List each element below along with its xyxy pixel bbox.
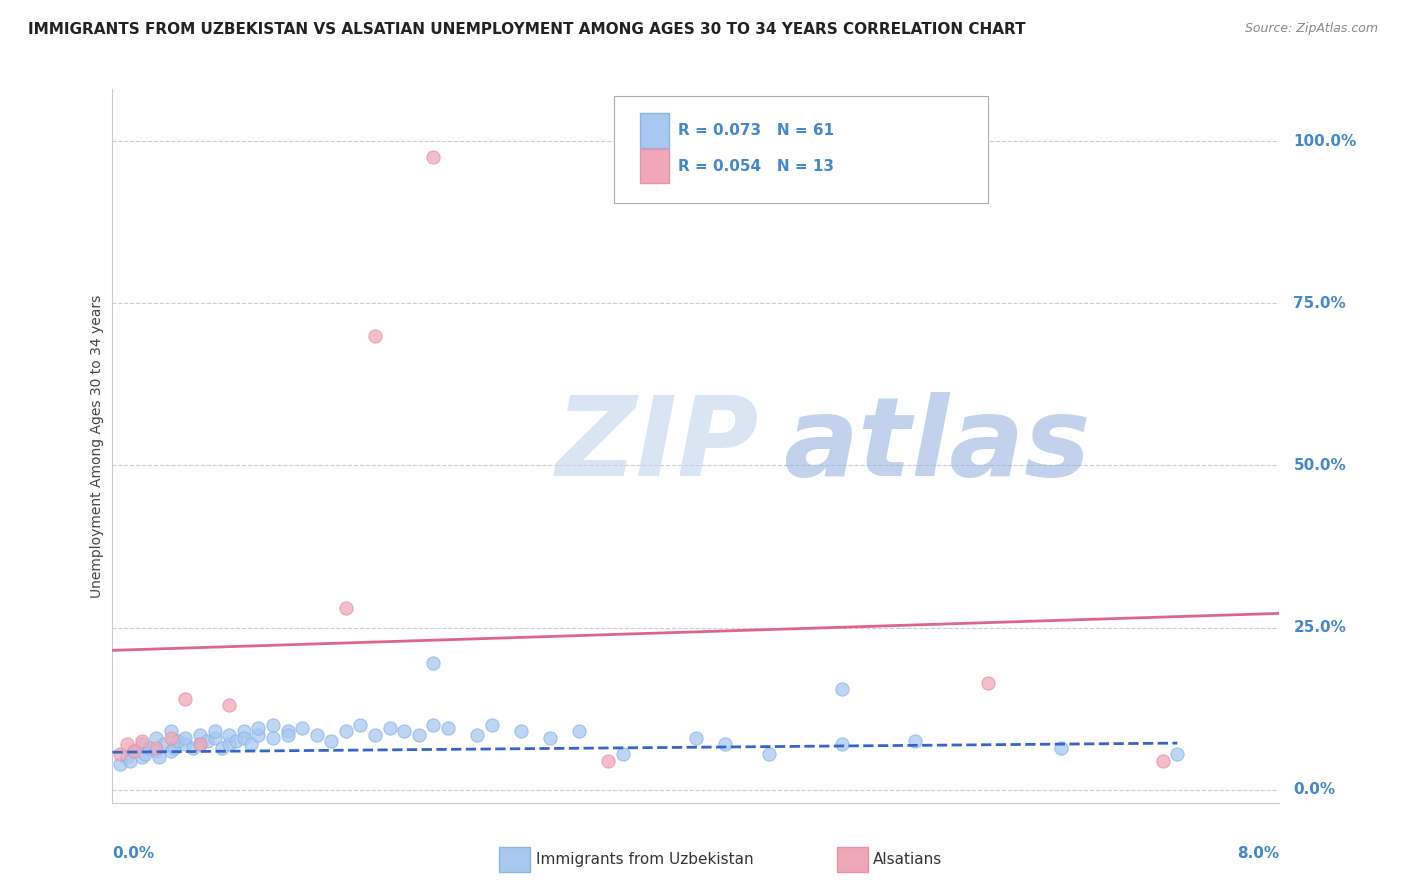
Point (131, 734, 153, 748)
Point (174, 738, 197, 752)
Point (976, 675, 998, 690)
Point (305, 728, 328, 742)
Point (145, 731, 167, 745)
Text: Source: ZipAtlas.com: Source: ZipAtlas.com (1244, 22, 1378, 36)
Text: ZIP: ZIP (555, 392, 759, 500)
Point (364, 728, 387, 742)
Point (145, 744, 167, 758)
Point (160, 731, 183, 745)
Point (181, 740, 204, 755)
Point (108, 747, 131, 761)
Text: R = 0.054   N = 13: R = 0.054 N = 13 (679, 159, 835, 174)
Point (138, 740, 160, 755)
Text: 100.0%: 100.0% (1294, 134, 1357, 149)
Point (204, 724, 226, 739)
Point (612, 747, 634, 761)
Text: Alsatians: Alsatians (873, 853, 942, 867)
Point (262, 731, 284, 745)
Point (481, 718, 503, 732)
Point (160, 724, 183, 739)
Point (1049, 740, 1071, 755)
Point (124, 744, 146, 758)
Point (758, 747, 780, 761)
Point (335, 601, 357, 615)
Point (598, 754, 620, 768)
Point (335, 724, 357, 739)
Point (247, 721, 270, 735)
Point (174, 731, 197, 745)
Point (247, 728, 270, 742)
Point (276, 724, 298, 739)
Point (422, 718, 444, 732)
Bar (640, 149, 669, 184)
Text: 50.0%: 50.0% (1294, 458, 1346, 473)
Point (422, 657, 444, 671)
Point (321, 734, 343, 748)
Point (204, 731, 226, 745)
Text: 75.0%: 75.0% (1294, 296, 1346, 310)
Text: 8.0%: 8.0% (1237, 846, 1279, 861)
Point (118, 754, 141, 768)
Point (188, 738, 211, 752)
Text: Immigrants from Uzbekistan: Immigrants from Uzbekistan (536, 853, 754, 867)
Point (714, 738, 737, 752)
Point (160, 744, 183, 758)
Point (174, 692, 197, 706)
Point (568, 724, 591, 739)
Point (218, 698, 240, 713)
Point (685, 731, 707, 745)
Point (188, 738, 211, 752)
Point (218, 738, 240, 752)
Text: 0.0%: 0.0% (1294, 782, 1336, 797)
Point (262, 718, 284, 732)
Point (465, 728, 488, 742)
Point (509, 724, 531, 739)
Point (349, 718, 371, 732)
Point (108, 756, 131, 771)
Y-axis label: Unemployment Among Ages 30 to 34 years: Unemployment Among Ages 30 to 34 years (90, 294, 104, 598)
Point (364, 328, 387, 343)
Point (115, 750, 138, 764)
FancyBboxPatch shape (614, 96, 987, 203)
Point (232, 724, 254, 739)
Bar (640, 113, 669, 148)
Point (437, 721, 460, 735)
Point (195, 734, 218, 748)
Text: atlas: atlas (783, 392, 1091, 500)
Point (131, 738, 153, 752)
Point (276, 728, 298, 742)
Point (188, 728, 211, 742)
Point (211, 740, 233, 755)
Point (1166, 747, 1188, 761)
Point (134, 747, 156, 761)
Text: R = 0.073   N = 61: R = 0.073 N = 61 (679, 123, 835, 138)
Text: 0.0%: 0.0% (112, 846, 155, 861)
Point (131, 750, 153, 764)
Point (831, 682, 853, 697)
Point (115, 738, 138, 752)
Point (291, 721, 314, 735)
Point (378, 721, 401, 735)
Point (392, 724, 416, 739)
Point (148, 750, 170, 764)
Point (538, 731, 561, 745)
Point (831, 738, 853, 752)
Text: 25.0%: 25.0% (1294, 620, 1347, 635)
Point (218, 728, 240, 742)
Point (225, 734, 247, 748)
Point (232, 731, 254, 745)
Point (163, 740, 186, 755)
Point (422, 150, 444, 164)
Point (145, 740, 167, 755)
Point (152, 738, 174, 752)
Point (904, 734, 927, 748)
Point (167, 734, 190, 748)
Point (408, 728, 430, 742)
Text: IMMIGRANTS FROM UZBEKISTAN VS ALSATIAN UNEMPLOYMENT AMONG AGES 30 TO 34 YEARS CO: IMMIGRANTS FROM UZBEKISTAN VS ALSATIAN U… (28, 22, 1026, 37)
Point (1152, 754, 1174, 768)
Point (124, 744, 146, 758)
Point (240, 738, 263, 752)
